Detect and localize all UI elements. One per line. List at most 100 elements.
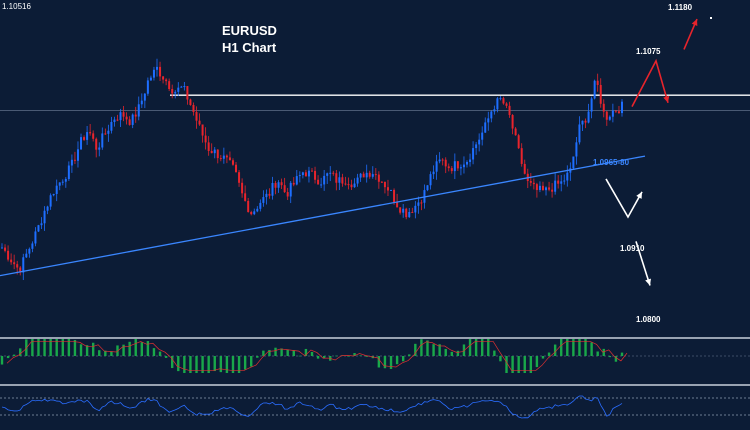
candle-body bbox=[125, 116, 128, 120]
candle-body bbox=[247, 200, 250, 212]
candle-body bbox=[286, 192, 289, 197]
candle-body bbox=[70, 159, 73, 166]
macd-histogram-bar bbox=[274, 347, 277, 356]
candle-body bbox=[411, 211, 414, 213]
candle-body bbox=[459, 167, 462, 169]
macd-histogram-bar bbox=[383, 356, 387, 369]
candle-body bbox=[596, 80, 599, 85]
projection-arrow-line bbox=[631, 58, 669, 107]
candle-body bbox=[481, 132, 484, 140]
candle-body bbox=[183, 86, 186, 88]
candle-body bbox=[523, 163, 526, 174]
candle-body bbox=[462, 164, 465, 168]
candle-body bbox=[484, 122, 487, 133]
candle-body bbox=[159, 66, 162, 77]
candle-body bbox=[49, 195, 52, 207]
candle-body bbox=[298, 175, 301, 177]
candle-body bbox=[280, 182, 283, 186]
macd-histogram-bar bbox=[620, 352, 624, 356]
candle-body bbox=[472, 148, 475, 160]
macd-histogram-bar bbox=[310, 351, 314, 356]
candle-body bbox=[19, 267, 22, 273]
macd-histogram-bar bbox=[140, 342, 144, 356]
candle-body bbox=[450, 168, 453, 172]
macd-histogram-bar bbox=[146, 341, 150, 356]
macd-histogram-bar bbox=[359, 355, 362, 357]
candle-body bbox=[43, 210, 46, 224]
candle-body bbox=[538, 185, 541, 191]
candle-body bbox=[271, 183, 274, 196]
projection-arrow-line bbox=[635, 241, 651, 286]
candle-body bbox=[399, 207, 402, 213]
candle-body bbox=[368, 172, 371, 177]
macd-histogram-bar bbox=[560, 339, 563, 356]
chart-title: EURUSD bbox=[222, 23, 277, 38]
candle-body bbox=[323, 175, 326, 185]
macd-histogram-bar bbox=[225, 356, 229, 373]
candle-body bbox=[517, 135, 520, 149]
candle-body bbox=[92, 133, 95, 139]
candle-body bbox=[572, 156, 575, 169]
candle-body bbox=[466, 161, 468, 165]
macd-histogram-bar bbox=[237, 356, 241, 373]
candle-body bbox=[563, 180, 566, 182]
candle-body bbox=[225, 155, 228, 158]
candle-body bbox=[165, 79, 168, 82]
candle-body bbox=[107, 130, 110, 134]
candle-body bbox=[76, 149, 79, 161]
candle-body bbox=[365, 172, 368, 178]
candle-body bbox=[487, 118, 490, 123]
candle-body bbox=[602, 103, 605, 112]
candle-body bbox=[113, 119, 116, 122]
macd-histogram-bar bbox=[365, 356, 368, 357]
macd-histogram-bar bbox=[322, 356, 326, 359]
macd-histogram-bar bbox=[85, 345, 89, 356]
macd-histogram-bar bbox=[426, 340, 429, 356]
projection-arrow-line bbox=[605, 178, 643, 219]
candle-body bbox=[307, 170, 310, 177]
candle-body bbox=[441, 159, 444, 161]
candle-body bbox=[162, 76, 165, 80]
candle-body bbox=[256, 208, 259, 212]
candle-body bbox=[520, 148, 523, 164]
macd-histogram-bar bbox=[19, 348, 22, 356]
candle-body bbox=[116, 119, 119, 121]
candle-body bbox=[131, 114, 134, 125]
candle-body bbox=[417, 202, 420, 206]
macd-histogram-bar bbox=[195, 356, 198, 373]
candle-body bbox=[253, 211, 256, 215]
candle-body bbox=[64, 179, 67, 182]
macd-histogram-bar bbox=[98, 350, 101, 356]
candle-body bbox=[566, 172, 569, 181]
macd-histogram-bar bbox=[474, 339, 478, 356]
candle-body bbox=[235, 164, 238, 173]
macd-histogram-bar bbox=[487, 339, 490, 356]
annotation-1-1075: 1.1075 bbox=[636, 47, 661, 56]
rsi-line bbox=[1, 395, 623, 419]
candle-body bbox=[22, 257, 25, 273]
macd-histogram-bar bbox=[55, 339, 58, 356]
macd-histogram-bar bbox=[61, 339, 64, 356]
candle-body bbox=[80, 137, 83, 150]
macd-histogram-bar bbox=[408, 354, 411, 356]
candle-body bbox=[371, 174, 374, 177]
macd-histogram-bar bbox=[389, 356, 393, 369]
candle-body bbox=[171, 89, 174, 94]
candle-body bbox=[52, 193, 55, 196]
candle-body bbox=[317, 179, 320, 185]
candle-body bbox=[584, 120, 587, 123]
macd-histogram-bar bbox=[79, 344, 83, 356]
macd-histogram-bar bbox=[298, 355, 302, 357]
candle-body bbox=[617, 111, 620, 114]
candle-body bbox=[40, 223, 43, 226]
macd-histogram-bar bbox=[572, 339, 575, 356]
candle-body bbox=[58, 182, 61, 186]
candle-body bbox=[180, 86, 183, 88]
candle-body bbox=[156, 66, 158, 70]
candle-body bbox=[493, 109, 496, 112]
macd-histogram-bar bbox=[268, 349, 271, 356]
macd-histogram-bar bbox=[280, 348, 283, 356]
candle-body bbox=[508, 105, 511, 115]
macd-histogram-bar bbox=[602, 348, 605, 356]
